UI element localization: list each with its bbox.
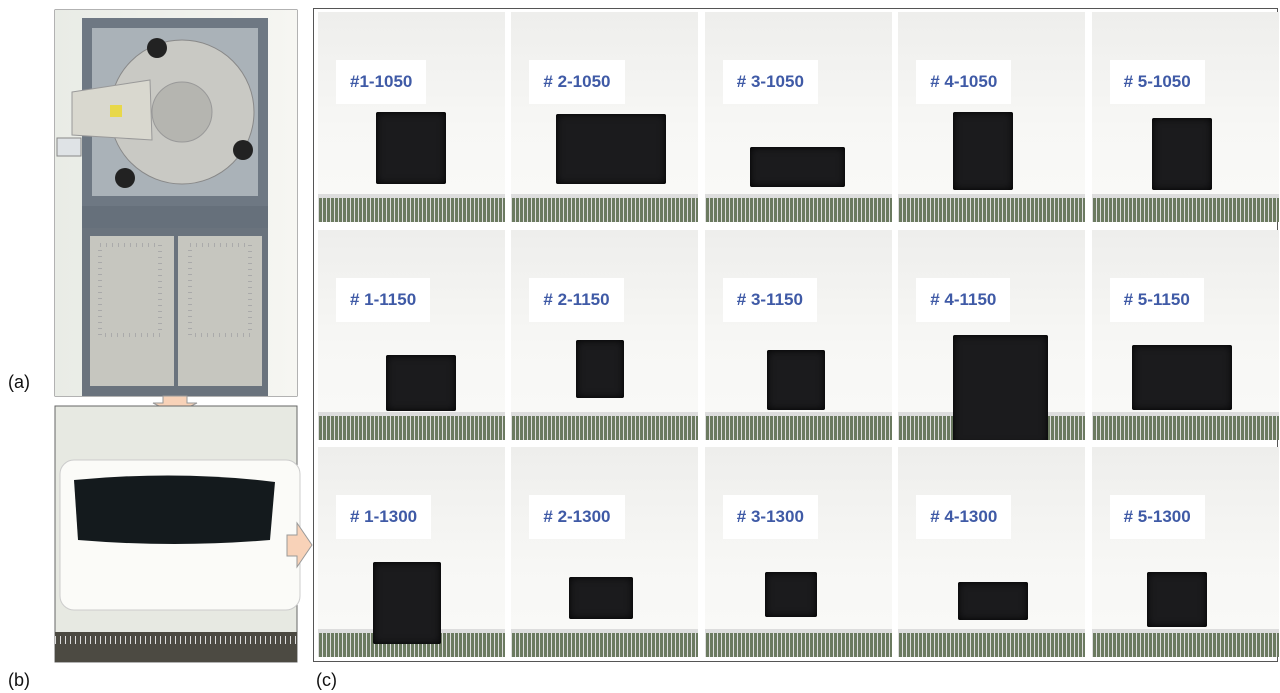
ruler [705, 629, 892, 657]
sample-photo: # 4-1150 [898, 230, 1085, 440]
sample-block [750, 147, 845, 187]
sample-label: # 1-1300 [336, 495, 431, 539]
sample-photo: # 2-1050 [511, 12, 698, 222]
sample-block [953, 335, 1048, 440]
sample-photo: # 5-1050 [1092, 12, 1279, 222]
sample-block [765, 572, 817, 617]
sample-photo: # 1-1300 [318, 447, 505, 657]
sample-block [767, 350, 825, 410]
knob [233, 140, 253, 160]
door-center [152, 82, 212, 142]
ruler-ticks [55, 632, 297, 644]
sample-photo: # 4-1300 [898, 447, 1085, 657]
sample-label: # 2-1050 [529, 60, 624, 104]
sample-photo: # 3-1300 [705, 447, 892, 657]
ruler [511, 412, 698, 440]
sample-block [376, 112, 446, 184]
photo-grid: #1-1050 # 2-1050 # 3-1050 # 4-1050 # 5-1050 #… [313, 8, 1278, 662]
knob [115, 168, 135, 188]
figure: (a) (b) (c) #1-1050# 2-1050# 3-1050# 4-1… [0, 0, 1280, 693]
sample-photo: # 1-1150 [318, 230, 505, 440]
ruler [511, 629, 698, 657]
ruler [318, 194, 505, 222]
sample-photo: # 2-1150 [511, 230, 698, 440]
sample-label: # 5-1300 [1110, 495, 1205, 539]
sample-photo: #1-1050 [318, 12, 505, 222]
sample-photo: # 3-1050 [705, 12, 892, 222]
ruler [898, 194, 1085, 222]
controller [57, 138, 81, 156]
ruler [1092, 194, 1279, 222]
sample-block [576, 340, 624, 398]
sample-photo: # 5-1150 [1092, 230, 1279, 440]
sample-label: # 5-1050 [1110, 60, 1205, 104]
sample-block [386, 355, 456, 411]
sample-block [1132, 345, 1232, 410]
ruler [1092, 629, 1279, 657]
sample-block [1147, 572, 1207, 627]
sample-melt [74, 475, 275, 544]
sample-block [1152, 118, 1212, 190]
sample-label: # 4-1150 [916, 278, 1010, 322]
sample-photo: # 3-1150 [705, 230, 892, 440]
sample-block [953, 112, 1013, 190]
ruler [705, 412, 892, 440]
knob [147, 38, 167, 58]
sample-photo: # 2-1300 [511, 447, 698, 657]
sample-label: # 3-1050 [723, 60, 818, 104]
ruler [705, 194, 892, 222]
sample-label: #1-1050 [336, 60, 426, 104]
ruler [898, 629, 1085, 657]
sample-label: # 5-1150 [1110, 278, 1204, 322]
sample-block [569, 577, 633, 619]
sample-photo: # 5-1300 [1092, 447, 1279, 657]
sample-label: # 2-1150 [529, 278, 623, 322]
ruler [1092, 412, 1279, 440]
sample-label: # 3-1150 [723, 278, 817, 322]
sample-label: # 4-1300 [916, 495, 1011, 539]
sample-block [373, 562, 441, 644]
sample-photo: # 4-1050 [898, 12, 1085, 222]
furnace-base [82, 206, 268, 228]
sample-label: # 2-1300 [529, 495, 624, 539]
sample-block [556, 114, 666, 184]
warning-sticker [110, 105, 122, 117]
sample-label: # 1-1150 [336, 278, 430, 322]
sample-label: # 4-1050 [916, 60, 1011, 104]
ruler [318, 412, 505, 440]
photos-ab [0, 0, 313, 693]
panel-label: (c) [316, 670, 337, 691]
sample-label: # 3-1300 [723, 495, 818, 539]
sample-block [958, 582, 1028, 620]
ruler [511, 194, 698, 222]
